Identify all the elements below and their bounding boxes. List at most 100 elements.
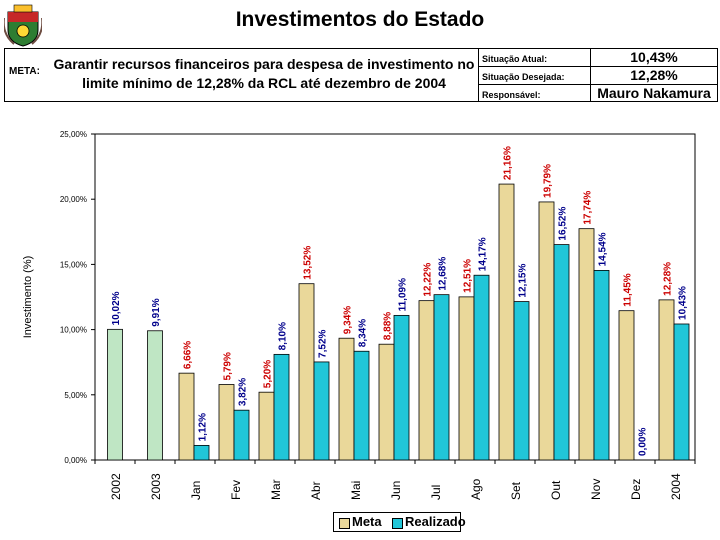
data-label-meta: 12,22% — [423, 263, 434, 297]
bar-realizado — [513, 301, 530, 461]
meta-description-line1: Garantir recursos financeiros para despe… — [53, 56, 475, 72]
legend-label-meta: Meta — [352, 514, 382, 529]
data-label-meta: 21,16% — [503, 146, 514, 180]
bar-realizado — [673, 323, 690, 461]
bar-meta — [178, 372, 195, 461]
bar-realizado — [193, 444, 210, 461]
meta-label: META: — [9, 66, 40, 77]
x-category-label: 2002 — [109, 473, 123, 500]
data-label-meta: 17,74% — [583, 191, 594, 225]
x-category-label: Mar — [269, 479, 283, 500]
data-label-realizado: 7,52% — [318, 329, 329, 357]
bar-realizado — [313, 361, 330, 461]
bar-meta — [378, 343, 395, 461]
x-category-label: 2003 — [149, 473, 163, 500]
y-tick-label: 10,00% — [60, 326, 87, 335]
x-category-label: Dez — [629, 479, 643, 500]
data-label-realizado: 14,54% — [598, 232, 609, 266]
y-tick-label: 25,00% — [60, 130, 87, 139]
data-label-meta: 11,45% — [623, 273, 634, 306]
x-category-label: Fev — [229, 480, 243, 500]
bar-meta — [618, 310, 635, 461]
data-label-meta: 19,79% — [543, 164, 554, 198]
x-category-label: Abr — [309, 481, 323, 500]
y-tick-label: 0,00% — [64, 456, 87, 465]
state-crest-icon — [4, 4, 42, 47]
bar-realizado — [107, 328, 123, 461]
situacao-atual-value: 10,43% — [630, 49, 678, 65]
bar-realizado — [273, 353, 290, 461]
situacao-desejada-value: 12,28% — [630, 67, 678, 83]
bar-realizado — [593, 269, 610, 461]
x-category-label: Ago — [469, 478, 483, 500]
data-label-realizado: 10,43% — [678, 286, 689, 320]
data-label-realizado: 9,91% — [151, 298, 162, 326]
data-label-realizado: 10,02% — [111, 291, 122, 325]
x-category-label: Out — [549, 480, 563, 500]
bar-meta — [578, 228, 595, 461]
data-label-meta: 9,34% — [343, 306, 354, 334]
legend-swatch-meta — [339, 518, 350, 529]
y-tick-label: 15,00% — [60, 260, 87, 269]
bar-meta — [218, 384, 235, 461]
x-category-label: Set — [509, 481, 523, 500]
x-category-label: Jan — [189, 481, 203, 500]
data-label-realizado: 11,09% — [398, 278, 409, 311]
data-label-meta: 8,88% — [383, 312, 394, 340]
info-grid-divider — [478, 48, 479, 102]
bar-realizado — [553, 244, 570, 461]
situacao-desejada-label: Situação Desejada: — [482, 72, 565, 82]
y-axis-title: Investimento (%) — [22, 256, 34, 339]
investment-chart: 0,00% 5,00% 10,00% 15,00% 20,00% 25,00% Invest… — [22, 130, 696, 500]
data-label-realizado: 1,12% — [198, 413, 209, 441]
bar-meta — [338, 337, 355, 461]
bar-realizado — [433, 294, 450, 461]
chart-legend: Meta Realizado — [333, 512, 466, 532]
bar-realizado — [393, 314, 410, 461]
data-label-meta: 13,52% — [303, 246, 314, 280]
x-category-label: Mai — [349, 481, 363, 500]
bar-meta — [258, 391, 275, 461]
situacao-atual-label: Situação Atual: — [482, 54, 548, 64]
x-category-label: Nov — [589, 479, 603, 500]
info-grid-divider — [590, 48, 591, 102]
x-category-label: Jun — [389, 481, 403, 500]
data-label-meta: 6,66% — [183, 341, 194, 369]
data-label-realizado: 8,34% — [358, 319, 369, 347]
y-tick-label: 20,00% — [60, 195, 87, 204]
data-label-meta: 5,79% — [223, 352, 234, 380]
x-category-label: 2004 — [669, 473, 683, 500]
data-label-meta: 12,51% — [463, 259, 474, 293]
meta-description: Garantir recursos financeiros para despe… — [50, 55, 478, 93]
data-label-meta: 5,20% — [263, 360, 274, 388]
data-label-realizado: 8,10% — [278, 322, 289, 350]
y-tick-label: 5,00% — [64, 391, 87, 400]
bar-meta — [538, 201, 555, 461]
bar-realizado — [353, 350, 370, 461]
bar-meta — [458, 296, 475, 461]
responsavel-value: Mauro Nakamura — [597, 85, 711, 101]
page-title: Investimentos do Estado — [235, 8, 485, 31]
legend-swatch-realizado — [392, 518, 403, 529]
bar-realizado — [233, 409, 250, 461]
goal-panel — [4, 48, 718, 102]
data-label-realizado: 14,17% — [478, 237, 489, 271]
data-label-realizado: 16,52% — [558, 207, 569, 241]
legend-label-realizado: Realizado — [405, 514, 466, 529]
bar-meta — [498, 183, 515, 461]
bar-meta — [298, 283, 315, 461]
meta-description-line2: limite mínimo de 12,28% da RCL até dezem… — [82, 75, 446, 91]
x-category-label: Jul — [429, 485, 443, 500]
bar-meta — [418, 300, 435, 461]
data-label-meta: 12,28% — [663, 262, 674, 296]
data-label-realizado: 0,00% — [638, 428, 649, 456]
data-label-realizado: 3,82% — [238, 378, 249, 406]
data-label-realizado: 12,68% — [438, 257, 449, 291]
data-label-realizado: 12,15% — [518, 264, 529, 298]
bar-realizado — [147, 330, 163, 461]
info-grid-divider — [478, 66, 718, 67]
bar-meta — [658, 299, 675, 461]
info-grid-divider — [478, 84, 718, 85]
bar-realizado — [473, 274, 490, 461]
responsavel-label: Responsável: — [482, 90, 541, 100]
